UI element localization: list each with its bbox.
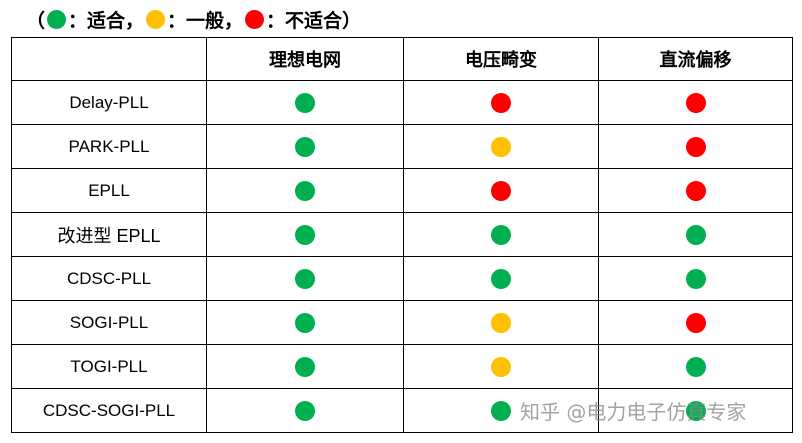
method-name: EPLL [11, 168, 207, 213]
rating-cell [403, 256, 599, 301]
rating-cell [598, 212, 793, 257]
rating-suitable-dot-icon [685, 224, 706, 245]
rating-cell [598, 344, 793, 389]
rating-cell [206, 124, 404, 169]
rating-suitable-dot-icon [491, 400, 511, 421]
rating-suitable-dot-icon [685, 400, 706, 421]
table-header-row: 理想电网 电压畸变 直流偏移 [11, 37, 793, 81]
rating-cell [206, 168, 404, 213]
rating-unsuitable-dot-icon [685, 92, 706, 113]
rating-cell [598, 168, 793, 213]
legend-label-average: ：一般， [167, 10, 244, 32]
rating-unsuitable-dot-icon [685, 180, 706, 201]
table-row: PARK-PLL [11, 124, 793, 169]
rating-cell [598, 124, 793, 169]
rating-suitable-dot-icon [295, 224, 315, 245]
rating-cell [206, 344, 404, 389]
rating-suitable-dot-icon [295, 312, 315, 333]
method-name: Delay-PLL [11, 80, 207, 125]
rating-suitable-dot-icon [295, 180, 315, 201]
rating-suitable-dot-icon [685, 356, 706, 377]
legend-close-paren: ） [342, 10, 362, 32]
table-row: SOGI-PLL [11, 300, 793, 345]
legend-open-paren: （ [26, 10, 46, 32]
legend-label-unsuitable: ：不适合 [266, 10, 343, 32]
rating-cell [598, 388, 793, 433]
rating-cell [598, 80, 793, 125]
rating-suitable-dot-icon [295, 92, 315, 113]
rating-suitable-dot-icon [685, 268, 706, 289]
rating-unsuitable-dot-icon [491, 92, 511, 113]
rating-cell [598, 256, 793, 301]
header-ideal-grid: 理想电网 [206, 37, 404, 81]
rating-suitable-dot-icon [295, 136, 315, 157]
legend-yellow-dot-icon [146, 10, 166, 29]
method-name: CDSC-PLL [11, 256, 207, 301]
rating-suitable-dot-icon [295, 400, 315, 421]
rating-cell [206, 388, 404, 433]
legend-label-suitable: ：适合， [68, 10, 145, 32]
pll-comparison-table: 理想电网 电压畸变 直流偏移 Delay-PLL PARK-PLL EPLL 改进型 … [11, 37, 793, 433]
header-voltage-distortion: 电压畸变 [403, 37, 599, 81]
header-dc-offset: 直流偏移 [598, 37, 793, 81]
method-name: SOGI-PLL [11, 300, 207, 345]
rating-cell [403, 212, 599, 257]
legend-green-dot-icon [47, 10, 67, 29]
table-row: TOGI-PLL [11, 344, 793, 389]
rating-suitable-dot-icon [295, 356, 315, 377]
rating-cell [206, 256, 404, 301]
rating-cell [403, 344, 599, 389]
method-name: 改进型 EPLL [11, 212, 207, 257]
header-empty [11, 37, 207, 81]
rating-cell [206, 80, 404, 125]
rating-cell [598, 300, 793, 345]
rating-suitable-dot-icon [491, 224, 511, 245]
rating-cell [403, 80, 599, 125]
table-row: EPLL [11, 168, 793, 213]
table-row: 改进型 EPLL [11, 212, 793, 257]
rating-cell [206, 300, 404, 345]
table-row: Delay-PLL [11, 80, 793, 125]
legend: （ ：适合， ：一般， ：不适合 ） [26, 6, 361, 33]
table-row: CDSC-SOGI-PLL [11, 388, 793, 433]
rating-average-dot-icon [491, 312, 511, 333]
rating-average-dot-icon [491, 356, 511, 377]
method-name: PARK-PLL [11, 124, 207, 169]
rating-unsuitable-dot-icon [685, 312, 706, 333]
method-name: TOGI-PLL [11, 344, 207, 389]
rating-cell [403, 168, 599, 213]
rating-cell [403, 124, 599, 169]
rating-average-dot-icon [491, 136, 511, 157]
rating-suitable-dot-icon [295, 268, 315, 289]
rating-unsuitable-dot-icon [491, 180, 511, 201]
rating-cell [206, 212, 404, 257]
method-name: CDSC-SOGI-PLL [11, 388, 207, 433]
watermark: 知乎 @电力电子仿真专家 [520, 400, 747, 424]
rating-cell [403, 300, 599, 345]
rating-suitable-dot-icon [491, 268, 511, 289]
table-row: CDSC-PLL [11, 256, 793, 301]
legend-red-dot-icon [245, 10, 265, 29]
rating-unsuitable-dot-icon [685, 136, 706, 157]
